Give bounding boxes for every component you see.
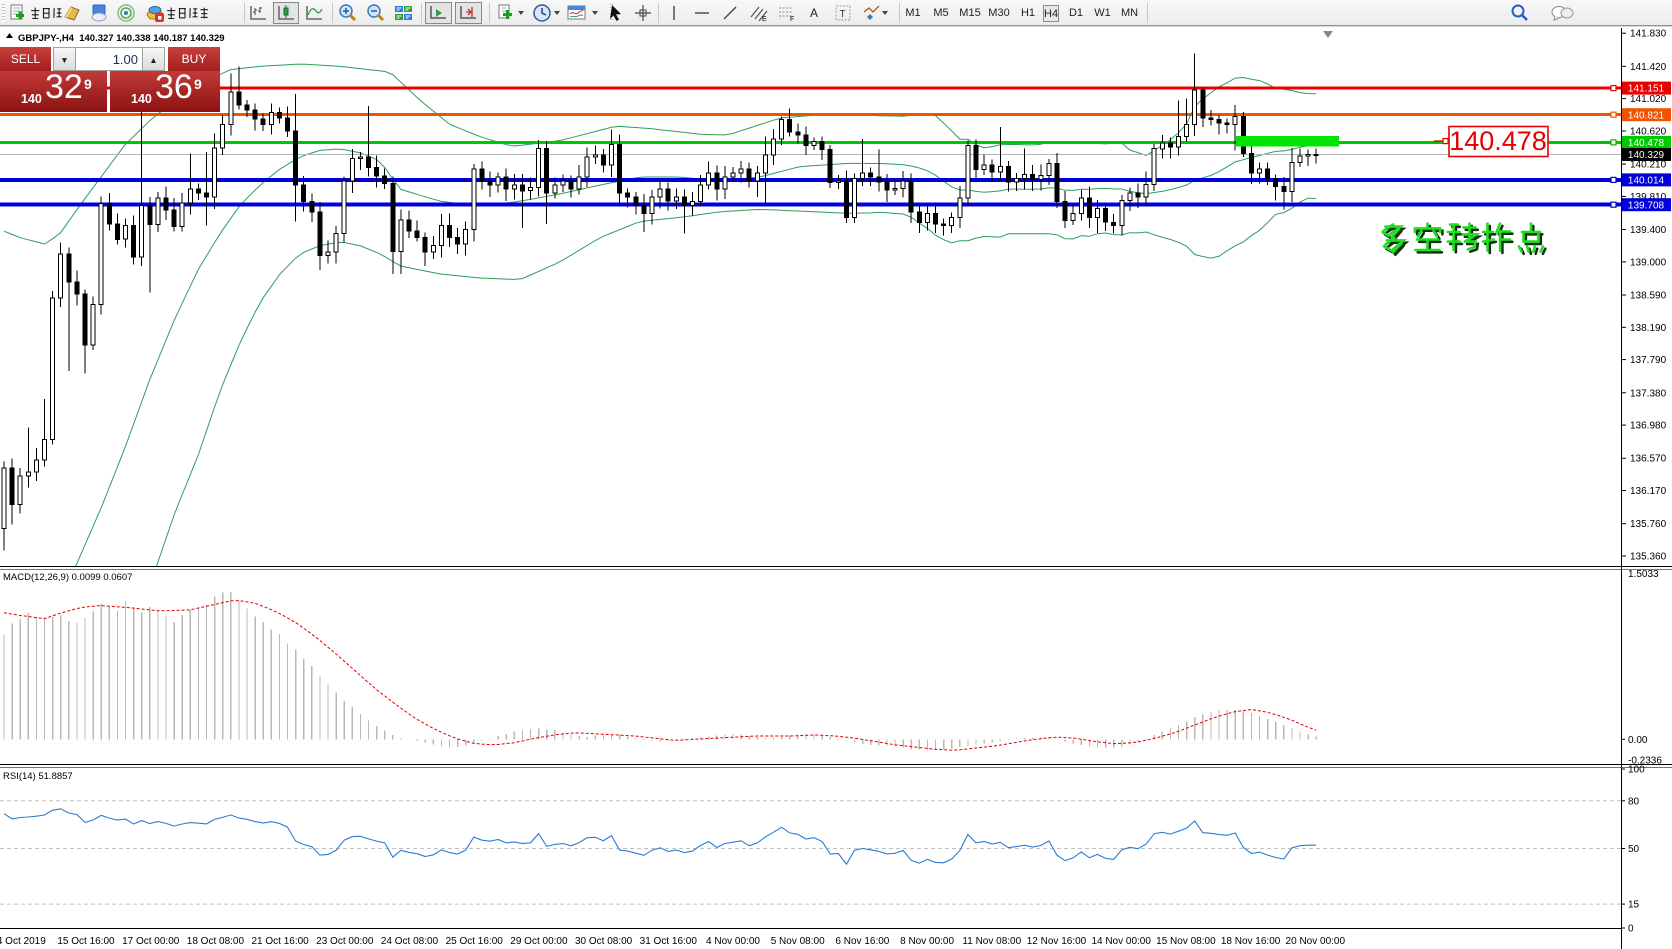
svg-text:E: E xyxy=(762,16,767,23)
svg-text:23 Oct 00:00: 23 Oct 00:00 xyxy=(316,936,374,947)
svg-text:24 Oct 08:00: 24 Oct 08:00 xyxy=(381,936,439,947)
svg-text:137.790: 137.790 xyxy=(1630,355,1667,366)
svg-text:4 Nov 00:00: 4 Nov 00:00 xyxy=(706,936,760,947)
svg-text:140.478: 140.478 xyxy=(1449,126,1547,156)
svg-text:136.980: 136.980 xyxy=(1630,421,1667,432)
svg-text:21 Oct 16:00: 21 Oct 16:00 xyxy=(251,936,309,947)
svg-text:141.151: 141.151 xyxy=(1628,84,1665,95)
svg-text:12 Nov 16:00: 12 Nov 16:00 xyxy=(1027,936,1087,947)
svg-text:136.170: 136.170 xyxy=(1630,486,1667,497)
svg-text:140.329: 140.329 xyxy=(1628,150,1665,161)
svg-text:0.00: 0.00 xyxy=(1628,735,1648,746)
svg-text:140.821: 140.821 xyxy=(1628,110,1665,121)
svg-text:140.478: 140.478 xyxy=(1628,138,1665,149)
svg-text:-0.2336: -0.2336 xyxy=(1628,756,1662,767)
svg-text:17 Oct 00:00: 17 Oct 00:00 xyxy=(122,936,180,947)
svg-text:140.014: 140.014 xyxy=(1628,176,1665,187)
svg-text:80: 80 xyxy=(1628,796,1640,807)
svg-text:15 Oct 16:00: 15 Oct 16:00 xyxy=(57,936,115,947)
svg-text:50: 50 xyxy=(1628,844,1640,855)
svg-text:18 Oct 08:00: 18 Oct 08:00 xyxy=(187,936,245,947)
svg-text:RSI(14) 51.8857: RSI(14) 51.8857 xyxy=(3,771,73,782)
svg-text:141.020: 141.020 xyxy=(1630,94,1667,105)
svg-text:F: F xyxy=(790,16,794,23)
svg-text:MACD(12,26,9) 0.0099 0.0607: MACD(12,26,9) 0.0099 0.0607 xyxy=(3,572,132,583)
svg-text:138.590: 138.590 xyxy=(1630,291,1667,302)
svg-text:1.5033: 1.5033 xyxy=(1628,569,1659,580)
svg-text:20 Nov 00:00: 20 Nov 00:00 xyxy=(1286,936,1346,947)
svg-text:139.810: 139.810 xyxy=(1630,192,1667,203)
svg-text:136.570: 136.570 xyxy=(1630,454,1667,465)
svg-text:11 Nov 08:00: 11 Nov 08:00 xyxy=(962,936,1021,947)
svg-text:0: 0 xyxy=(1628,924,1634,935)
svg-text:137.380: 137.380 xyxy=(1630,388,1667,399)
svg-text:18 Nov 16:00: 18 Nov 16:00 xyxy=(1221,936,1281,947)
svg-text:30 Oct 08:00: 30 Oct 08:00 xyxy=(575,936,633,947)
svg-text:135.360: 135.360 xyxy=(1630,552,1667,563)
svg-text:15 Nov 08:00: 15 Nov 08:00 xyxy=(1156,936,1216,947)
svg-text:31 Oct 16:00: 31 Oct 16:00 xyxy=(640,936,698,947)
svg-text:139.400: 139.400 xyxy=(1630,225,1667,236)
svg-text:25 Oct 16:00: 25 Oct 16:00 xyxy=(446,936,504,947)
svg-text:T: T xyxy=(840,9,846,20)
svg-text:141.420: 141.420 xyxy=(1630,62,1667,73)
svg-text:4 Oct 2019: 4 Oct 2019 xyxy=(0,936,46,947)
svg-text:14 Nov 00:00: 14 Nov 00:00 xyxy=(1091,936,1151,947)
svg-text:140.620: 140.620 xyxy=(1630,127,1667,138)
svg-text:140.210: 140.210 xyxy=(1630,160,1667,171)
svg-text:8 Nov 00:00: 8 Nov 00:00 xyxy=(900,936,954,947)
svg-text:15: 15 xyxy=(1628,900,1640,911)
svg-text:138.190: 138.190 xyxy=(1630,323,1667,334)
svg-text:6 Nov 16:00: 6 Nov 16:00 xyxy=(835,936,889,947)
svg-text:100: 100 xyxy=(1628,765,1645,776)
svg-text:141.830: 141.830 xyxy=(1630,29,1667,40)
svg-text:135.760: 135.760 xyxy=(1630,519,1667,530)
svg-text:139.708: 139.708 xyxy=(1628,200,1665,211)
svg-text:139.000: 139.000 xyxy=(1630,257,1667,268)
svg-text:GBPJPY-,H4 140.327 140.338 14: GBPJPY-,H4 140.327 140.338 140.187 140.3… xyxy=(18,33,225,44)
svg-text:29 Oct 00:00: 29 Oct 00:00 xyxy=(510,936,568,947)
svg-text:5 Nov 08:00: 5 Nov 08:00 xyxy=(771,936,825,947)
